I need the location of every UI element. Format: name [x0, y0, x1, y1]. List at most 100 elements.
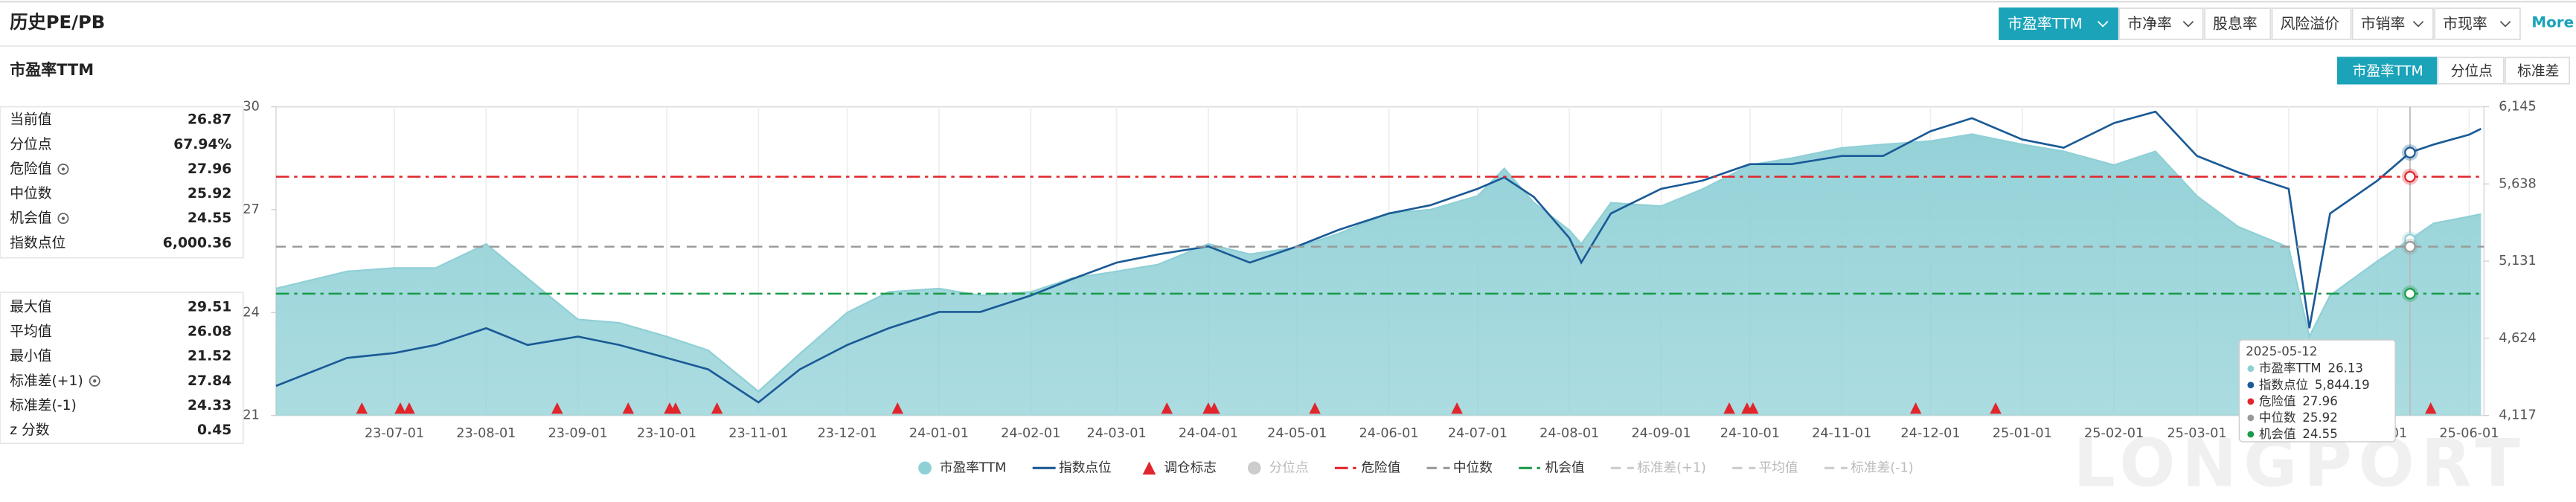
x-tick-label: 24-12-01 [1900, 426, 1960, 441]
rebalance-marker [1747, 402, 1759, 414]
tooltip-date: 2025-05-12 [2246, 344, 2317, 358]
rebalance-marker [394, 402, 406, 414]
legend-label: 平均值 [1759, 460, 1798, 475]
legend-item[interactable]: 标准差(-1) [1824, 460, 1914, 475]
x-tick-label: 24-11-01 [1812, 426, 1871, 441]
x-tick-label: 24-02-01 [1001, 426, 1060, 441]
tooltip-label: 危险值 [2259, 393, 2296, 408]
stat-value: 24.55 [188, 210, 231, 226]
gear-icon-center [93, 379, 97, 383]
y2-tick-label: 5,638 [2499, 176, 2537, 191]
tab-label: 市销率 [2361, 16, 2406, 33]
legend-item[interactable]: 危险值 [1334, 460, 1400, 475]
legend-item[interactable]: 标准差(+1) [1610, 460, 1706, 475]
tab-label: 风险溢价 [2281, 16, 2340, 33]
y-tick-label: 24 [243, 305, 259, 320]
rebalance-marker [551, 402, 563, 414]
tab-button[interactable]: 风险溢价 [2271, 7, 2352, 40]
legend-item[interactable]: 市盈率TTM [918, 460, 1006, 475]
tooltip-row: 机会值 24.55 [2259, 427, 2338, 441]
x-tick-label: 24-08-01 [1539, 426, 1599, 441]
rebalance-marker [1309, 402, 1321, 414]
tab-button[interactable]: 市盈率TTM [1999, 7, 2118, 40]
tab-bg [2271, 7, 2352, 40]
tooltip-label: 市盈率TTM [2259, 361, 2322, 375]
tab-bg [2204, 7, 2272, 40]
tooltip-row: 指数点位 5,844.19 [2259, 377, 2370, 391]
hover-dot [2404, 240, 2416, 253]
legend-item[interactable]: 调仓标志 [1142, 460, 1217, 475]
page-title: 历史PE/PB [10, 11, 105, 33]
x-tick-label: 24-09-01 [1631, 426, 1691, 441]
stat-value: 26.08 [188, 324, 231, 340]
stat-label: 标准差(-1) [10, 397, 77, 413]
legend-item[interactable]: 分位点 [1247, 460, 1309, 475]
view-tab[interactable]: 分位点 [2437, 57, 2505, 85]
y-tick-label: 30 [243, 100, 259, 115]
rebalance-marker [356, 402, 368, 414]
rebalance-marker [403, 402, 415, 414]
tooltip-label: 中位数 [2259, 410, 2296, 424]
stats-box [0, 106, 244, 259]
tooltip-value: 5,844.19 [2315, 377, 2370, 391]
hover-dot [2404, 147, 2416, 158]
stat-value: 27.96 [188, 161, 231, 177]
stat-value: 24.33 [188, 398, 231, 413]
tab-button[interactable]: 股息率 [2204, 7, 2272, 40]
more-link[interactable]: More [2531, 13, 2574, 30]
stat-label: 中位数 [10, 185, 51, 202]
legend-label: 分位点 [1269, 460, 1309, 475]
x-tick-label: 24-04-01 [1179, 426, 1238, 441]
x-tick-label: 24-05-01 [1267, 426, 1327, 441]
x-tick-label: 24-07-01 [1448, 426, 1508, 441]
x-tick-label: 24-10-01 [1720, 426, 1780, 441]
stat-label: 最小值 [10, 348, 51, 364]
tab-bg [1999, 7, 2118, 40]
x-tick-label: 23-10-01 [637, 426, 696, 441]
stat-label: 最大值 [10, 298, 51, 315]
tooltip-dot [2247, 431, 2255, 438]
stat-label: z 分数 [10, 422, 50, 438]
tab-button[interactable]: 市销率 [2351, 7, 2434, 40]
view-tab[interactable]: 市盈率TTM [2336, 57, 2438, 85]
legend-item[interactable]: 平均值 [1732, 460, 1798, 475]
legend-label: 标准差(+1) [1637, 460, 1706, 475]
gear-icon[interactable] [57, 213, 69, 225]
y-tick-label: 21 [243, 408, 259, 423]
view-tab[interactable]: 标准差 [2505, 57, 2571, 85]
stat-label: 平均值 [10, 324, 51, 340]
stats-box [0, 292, 244, 445]
tab-button[interactable]: 市净率 [2118, 7, 2204, 40]
tooltip-value: 25.92 [2302, 410, 2337, 424]
tab-label: 市盈率TTM [2008, 16, 2083, 33]
rebalance-marker [1161, 402, 1173, 414]
legend-label: 中位数 [1453, 460, 1493, 475]
gear-icon[interactable] [57, 163, 69, 175]
view-tab-bg [2437, 57, 2505, 85]
tab-bg [2434, 7, 2521, 40]
x-tick-label: 24-06-01 [1359, 426, 1418, 441]
view-tab-label: 标准差 [2517, 63, 2559, 80]
stat-value: 27.84 [188, 373, 231, 389]
legend-item[interactable]: 指数点位 [1032, 460, 1112, 475]
view-tab-bg [2336, 57, 2438, 85]
gear-icon[interactable] [89, 375, 100, 387]
legend-label: 标准差(-1) [1851, 460, 1913, 475]
x-tick-label: 24-01-01 [909, 426, 969, 441]
rebalance-marker [670, 402, 682, 414]
rebalance-marker [1208, 402, 1220, 414]
legend-label: 指数点位 [1059, 460, 1112, 475]
rebalance-marker [891, 402, 903, 414]
legend-item[interactable]: 中位数 [1426, 460, 1493, 475]
legend-label: 危险值 [1361, 460, 1400, 475]
y2-tick-label: 6,145 [2499, 100, 2537, 115]
index-line [275, 110, 2482, 404]
rebalance-marker [1990, 402, 2002, 414]
stat-value: 29.51 [188, 299, 231, 315]
legend-item[interactable]: 机会值 [1519, 460, 1585, 475]
tab-button[interactable]: 市现率 [2434, 7, 2521, 40]
legend-symbol [1247, 461, 1261, 475]
chart-title: 市盈率TTM [10, 61, 94, 79]
tab-bg [2118, 7, 2204, 40]
